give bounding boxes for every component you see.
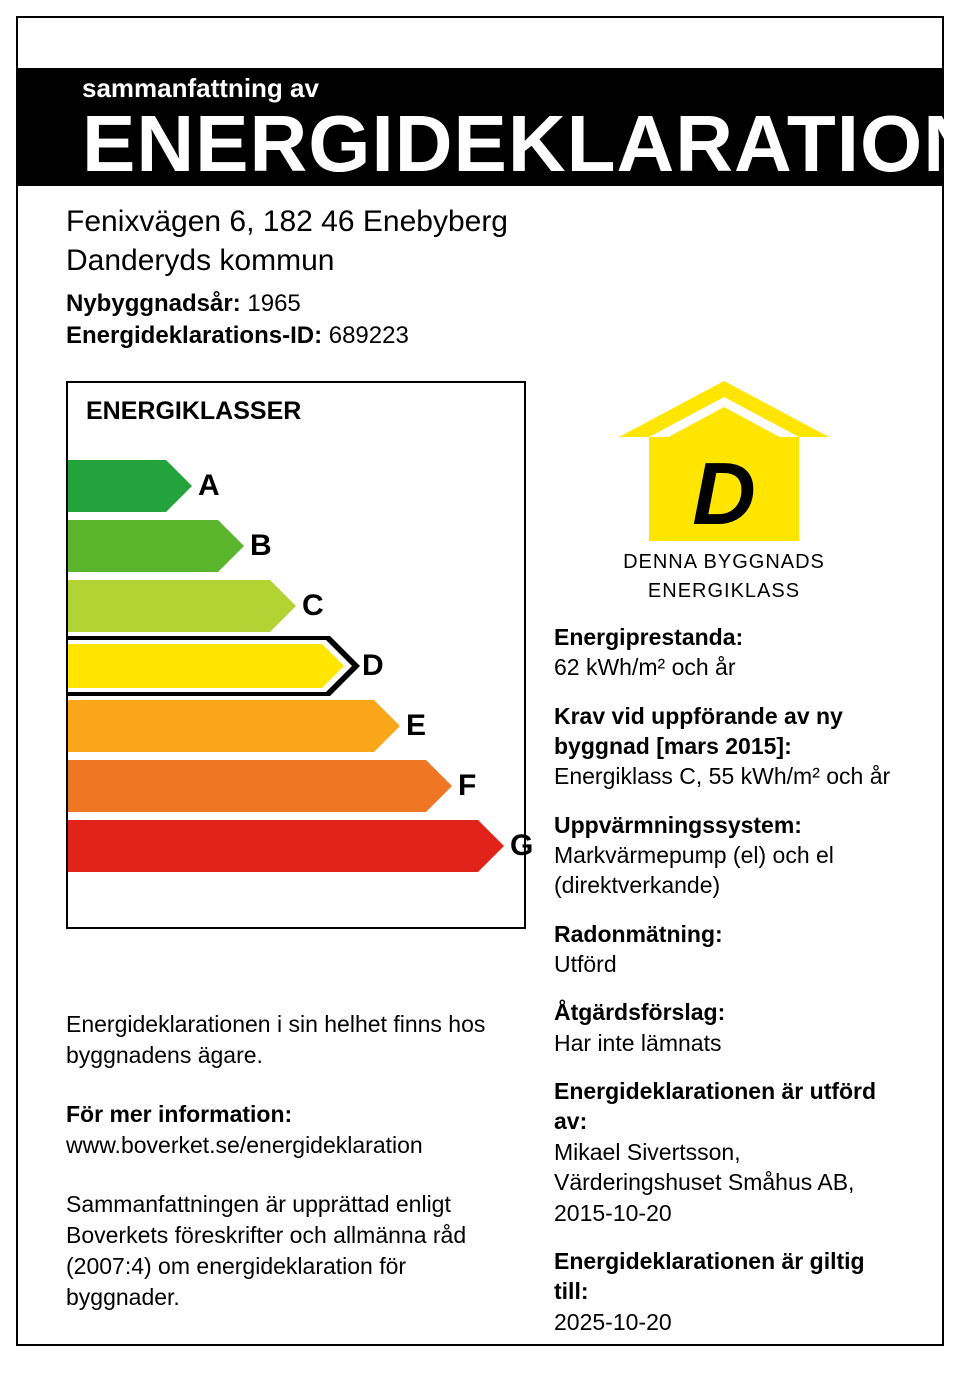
- classes-title: ENERGIKLASSER: [68, 397, 524, 426]
- info-block-2: Uppvärmningssystem:Markvärmepump (el) oc…: [554, 810, 894, 901]
- address-line-2: Danderyds kommun: [66, 241, 894, 280]
- footer-text: Sammanfattningen är upprättad enligt Bov…: [66, 1189, 526, 1313]
- left-column: ENERGIKLASSER ABC DEFG Energideklaratione…: [66, 381, 526, 1341]
- class-arrow: [68, 580, 296, 632]
- class-label-e: E: [406, 709, 426, 743]
- more-info-url: www.boverket.se/energideklaration: [66, 1130, 526, 1161]
- info-label: Krav vid uppförande av ny byggnad [mars …: [554, 701, 894, 762]
- info-value: Utförd: [554, 949, 894, 979]
- info-block-0: Energiprestanda:62 kWh/m² och år: [554, 622, 894, 683]
- class-row-f: F: [68, 760, 524, 812]
- meta-block: Nybyggnadsår: 1965 Energideklarations-ID…: [66, 288, 894, 353]
- page-container: sammanfattning av ENERGIDEKLARATION Feni…: [16, 16, 944, 1346]
- right-column: D DENNA BYGGNADS ENERGIKLASS Energiprest…: [554, 381, 894, 1341]
- class-arrows: ABC DEFG: [68, 460, 524, 872]
- info-label: Åtgärdsförslag:: [554, 997, 894, 1027]
- house-caption-2: ENERGIKLASS: [554, 579, 894, 604]
- info-label: Energideklarationen är giltig till:: [554, 1246, 894, 1307]
- info-block-6: Energideklarationen är giltig till:2025-…: [554, 1246, 894, 1337]
- house-icon-wrap: D DENNA BYGGNADS ENERGIKLASS: [554, 381, 894, 604]
- left-text-area: Energideklarationen i sin helhet finns h…: [66, 1009, 526, 1313]
- class-arrow: [68, 820, 504, 872]
- info-value: 2025-10-20: [554, 1307, 894, 1337]
- more-info-label: För mer information:: [66, 1099, 526, 1130]
- info-block-3: Radonmätning:Utförd: [554, 919, 894, 980]
- class-label-d: D: [362, 649, 384, 683]
- class-arrow: [68, 460, 192, 512]
- address-line-1: Fenixvägen 6, 182 46 Enebyberg: [66, 202, 894, 241]
- info-block-4: Åtgärdsförslag:Har inte lämnats: [554, 997, 894, 1058]
- class-label-a: A: [198, 469, 220, 503]
- class-row-d: D: [68, 640, 524, 692]
- class-row-a: A: [68, 460, 524, 512]
- id-label: Energideklarations-ID:: [66, 322, 322, 349]
- house-icon: D: [619, 381, 829, 541]
- more-info-block: För mer information: www.boverket.se/ene…: [66, 1099, 526, 1161]
- info-label: Radonmätning:: [554, 919, 894, 949]
- right-info-list: Energiprestanda:62 kWh/m² och år Krav vid…: [554, 622, 894, 1337]
- class-label-b: B: [250, 529, 272, 563]
- class-arrow: [68, 520, 244, 572]
- header-bar: sammanfattning av ENERGIDEKLARATION: [18, 68, 942, 186]
- year-label: Nybyggnadsår:: [66, 290, 241, 317]
- info-label: Uppvärmningssystem:: [554, 810, 894, 840]
- content-area: Fenixvägen 6, 182 46 Enebyberg Danderyds…: [18, 186, 942, 1341]
- owner-text: Energideklarationen i sin helhet finns h…: [66, 1009, 526, 1071]
- info-label: Energiprestanda:: [554, 622, 894, 652]
- header-title: ENERGIDEKLARATION: [82, 104, 942, 184]
- info-value: 62 kWh/m² och år: [554, 652, 894, 682]
- class-arrow: [68, 760, 452, 812]
- house-letter: D: [692, 443, 756, 545]
- info-block-1: Krav vid uppförande av ny byggnad [mars …: [554, 701, 894, 792]
- columns: ENERGIKLASSER ABCDEFG Energideklaratione…: [66, 381, 894, 1341]
- class-arrow: [68, 644, 344, 696]
- class-row-b: B: [68, 520, 524, 572]
- house-caption-1: DENNA BYGGNADS: [554, 550, 894, 575]
- info-value: Energiklass C, 55 kWh/m² och år: [554, 761, 894, 791]
- class-label-f: F: [458, 769, 476, 803]
- class-row-e: E: [68, 700, 524, 752]
- info-value: Mikael Sivertsson, Värderingshuset Småhu…: [554, 1137, 894, 1228]
- info-label: Energideklarationen är utförd av:: [554, 1076, 894, 1137]
- year-value: 1965: [247, 290, 300, 317]
- energy-classes-box: ENERGIKLASSER ABC DEFG: [66, 381, 526, 929]
- id-value: 689223: [329, 322, 409, 349]
- class-arrow: [68, 700, 400, 752]
- info-block-5: Energideklarationen är utförd av:Mikael …: [554, 1076, 894, 1228]
- class-label-c: C: [302, 589, 324, 623]
- class-label-g: G: [510, 829, 533, 863]
- info-value: Har inte lämnats: [554, 1028, 894, 1058]
- info-value: Markvärmepump (el) och el (direktverkand…: [554, 840, 894, 901]
- class-row-g: G: [68, 820, 524, 872]
- class-row-c: C: [68, 580, 524, 632]
